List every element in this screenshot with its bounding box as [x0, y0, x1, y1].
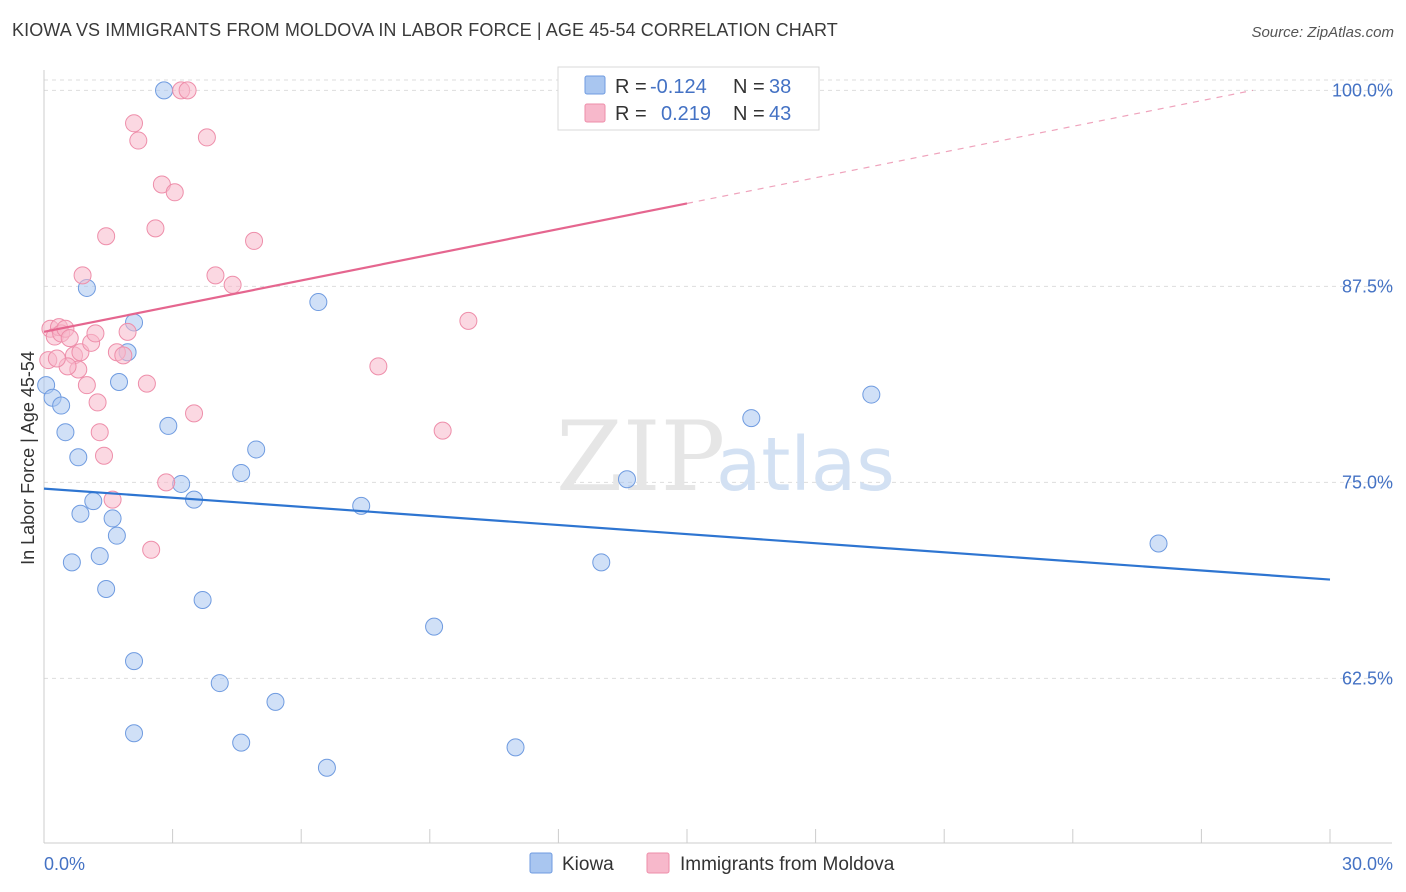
moldova-point-39	[459, 311, 478, 330]
moldova-point-26	[146, 219, 165, 238]
kiowa-trend-line	[43, 487, 1331, 581]
kiowa-point-15	[125, 724, 144, 743]
kiowa-point-7	[84, 492, 103, 511]
kiowa-point-35	[742, 409, 761, 428]
moldova-point-17	[97, 227, 116, 246]
kiowa-point-5	[71, 504, 90, 523]
kiowa-point-28	[309, 293, 328, 312]
moldova-point-6	[60, 329, 79, 348]
kiowa-point-25	[232, 463, 251, 482]
kiowa-point-36	[862, 385, 881, 404]
kiowa-point-19	[159, 416, 178, 435]
kiowa-point-9	[97, 579, 116, 598]
moldova-trend-line	[43, 202, 688, 333]
kiowa-point-10	[62, 553, 81, 572]
y-tick-label-3: 100.0%	[1332, 80, 1393, 100]
legend-swatch-kiowa	[584, 75, 606, 95]
y-axis-label: In Labor Force | Age 45-54	[18, 351, 38, 565]
moldova-point-32	[185, 404, 204, 423]
kiowa-point-18	[155, 81, 174, 100]
x-tick-label-max: 30.0%	[1342, 854, 1393, 874]
kiowa-point-29	[317, 758, 336, 777]
y-tick-label-0: 62.5%	[1342, 668, 1393, 688]
moldova-trend-extension	[686, 89, 1253, 204]
kiowa-point-13	[107, 526, 126, 545]
moldova-points	[39, 81, 649, 559]
moldova-point-28	[157, 473, 176, 492]
legend-n-label-moldova: N =	[733, 103, 765, 125]
moldova-point-18	[103, 490, 122, 509]
watermark-zip: ZIP	[556, 401, 725, 513]
moldova-point-35	[223, 275, 242, 294]
legend-n-label-kiowa: N =	[733, 76, 765, 98]
legend-r-value-moldova: 0.219	[661, 103, 711, 125]
chart-title: KIOWA VS IMMIGRANTS FROM MOLDOVA IN LABO…	[12, 20, 838, 40]
moldova-point-29	[165, 183, 184, 202]
moldova-point-21	[118, 322, 137, 341]
moldova-point-15	[90, 423, 109, 442]
moldova-point-11	[77, 376, 96, 395]
moldova-point-36	[245, 231, 264, 250]
moldova-point-31	[178, 81, 197, 100]
series-legend-swatch-kiowa	[529, 852, 553, 874]
kiowa-point-12	[110, 373, 129, 392]
moldova-point-38	[433, 421, 452, 440]
moldova-point-16	[95, 446, 114, 465]
kiowa-point-22	[193, 590, 212, 609]
moldova-point-33	[197, 128, 216, 147]
legend-r-label-kiowa: R =	[615, 76, 647, 98]
watermark: ZIP atlas	[556, 401, 895, 513]
watermark-atlas: atlas	[716, 422, 895, 508]
series-legend-swatch-moldova	[646, 852, 670, 874]
kiowa-point-20	[172, 474, 191, 493]
kiowa-point-33	[592, 553, 611, 572]
moldova-point-25	[142, 540, 161, 559]
moldova-point-23	[129, 131, 148, 150]
moldova-point-42	[47, 349, 66, 368]
kiowa-point-4	[69, 448, 88, 467]
moldova-point-24	[137, 374, 156, 393]
gridlines	[44, 79, 1392, 679]
x-tick-label-min: 0.0%	[44, 854, 85, 874]
kiowa-point-27	[266, 692, 285, 711]
moldova-point-34	[206, 266, 225, 285]
moldova-point-13	[86, 324, 105, 343]
legend-r-label-moldova: R =	[615, 103, 647, 125]
y-tick-label-1: 75.0%	[1342, 472, 1393, 492]
axes	[43, 70, 1392, 844]
moldova-point-37	[369, 357, 388, 376]
kiowa-points	[37, 81, 1168, 777]
y-tick-label-2: 87.5%	[1342, 276, 1393, 296]
moldova-point-20	[114, 346, 133, 365]
moldova-point-10	[73, 266, 92, 285]
kiowa-point-8	[90, 547, 109, 566]
legend-swatch-moldova	[584, 103, 606, 123]
kiowa-point-37	[1149, 534, 1168, 553]
series-legend: Kiowa Immigrants from Moldova	[529, 852, 895, 875]
legend-r-value-kiowa: -0.124	[650, 76, 707, 98]
legend-n-value-moldova: 43	[769, 103, 791, 125]
stats-legend: R = -0.124 N = 38 R = 0.219 N = 43	[557, 66, 820, 131]
kiowa-point-17	[125, 652, 144, 671]
kiowa-point-2	[52, 396, 71, 415]
kiowa-point-24	[232, 733, 251, 752]
moldova-point-22	[125, 114, 144, 133]
kiowa-point-32	[506, 738, 525, 757]
kiowa-point-11	[103, 509, 122, 528]
x-tick-labels: 0.0% 30.0%	[44, 854, 1393, 874]
series-legend-label-moldova: Immigrants from Moldova	[680, 854, 895, 875]
series-legend-label-kiowa: Kiowa	[562, 854, 614, 875]
kiowa-point-31	[425, 617, 444, 636]
legend-n-value-kiowa: 38	[769, 76, 791, 98]
kiowa-point-23	[210, 674, 229, 693]
kiowa-point-26	[247, 440, 266, 459]
source-label: Source: ZipAtlas.com	[1251, 24, 1394, 41]
trend-lines	[43, 89, 1331, 581]
kiowa-point-3	[56, 423, 75, 442]
moldova-point-14	[88, 393, 107, 412]
kiowa-point-34	[617, 470, 636, 489]
y-tick-labels: 62.5% 75.0% 87.5% 100.0%	[1332, 80, 1393, 688]
